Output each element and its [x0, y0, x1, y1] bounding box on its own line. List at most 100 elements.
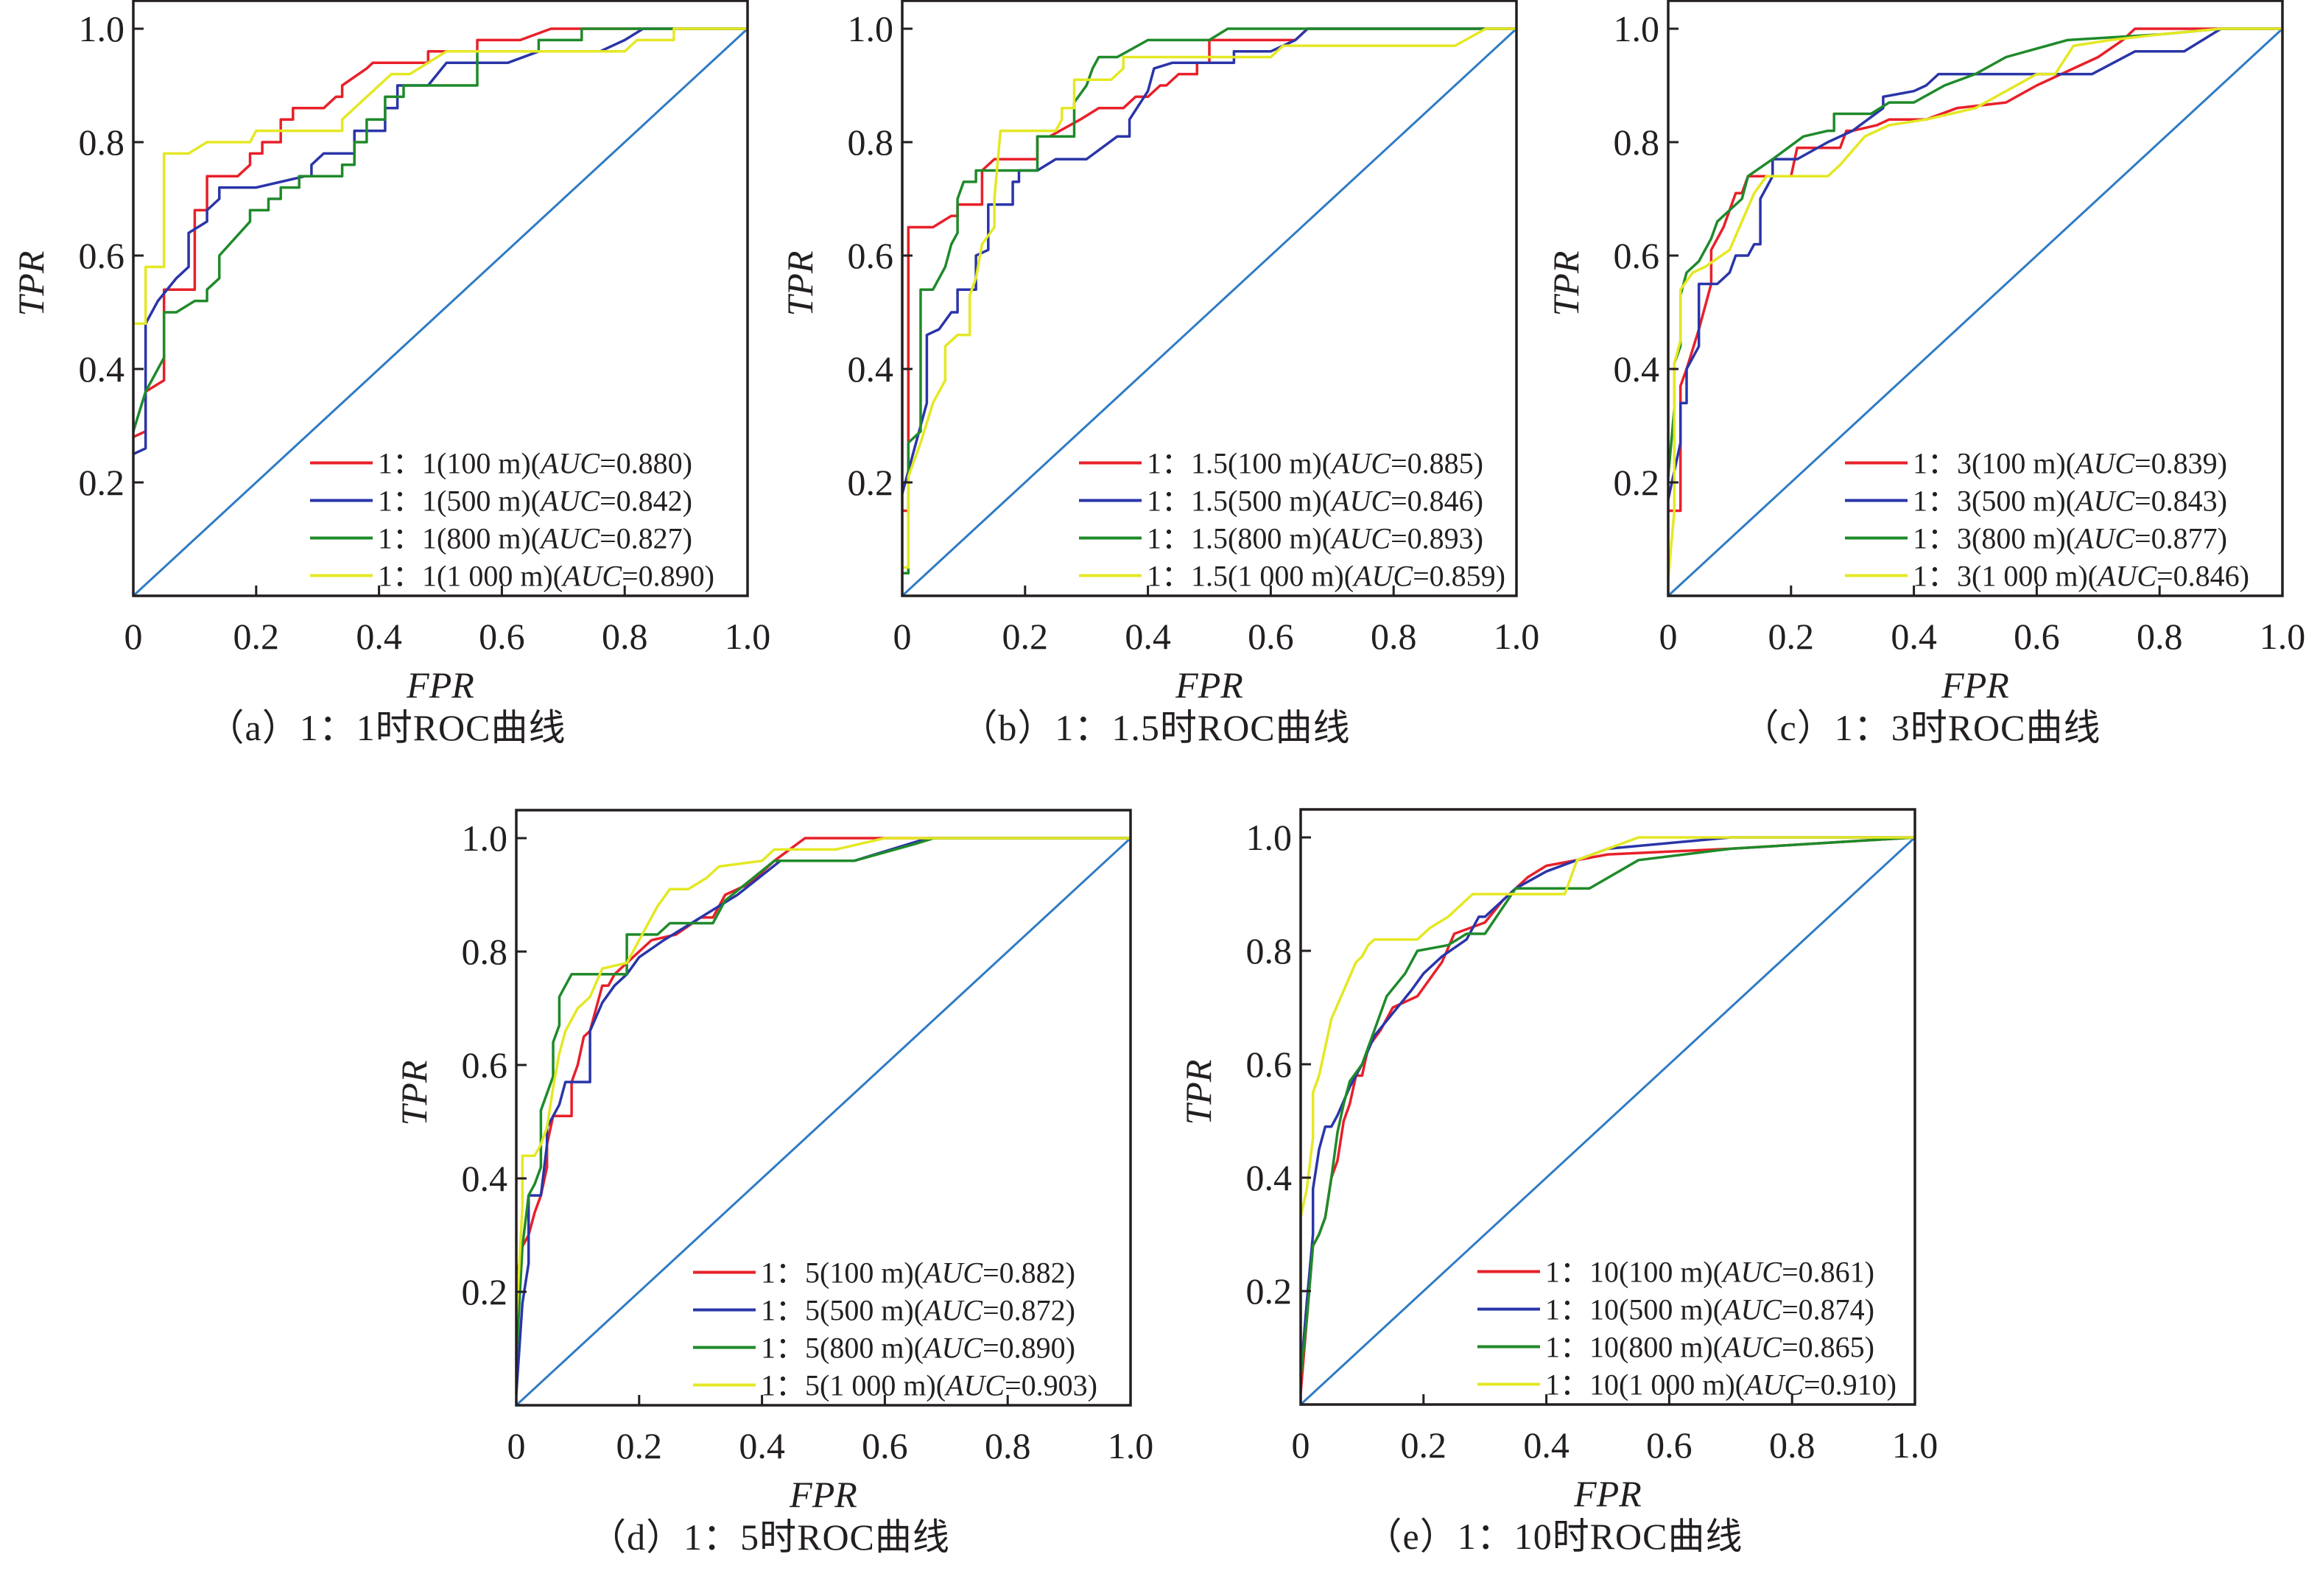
legend-label-500m: 1：1(500 m)(AUC=0.842)	[378, 485, 692, 518]
legend-label-800m: 1：3(800 m)(AUC=0.877)	[1913, 522, 2227, 555]
y-tick-label: 0.6	[1246, 1044, 1293, 1085]
x-tick-label: 0.6	[862, 1425, 908, 1466]
x-tick-label: 0.6	[1248, 616, 1294, 657]
y-tick-label: 0.8	[848, 122, 894, 163]
y-tick-label: 0.2	[1614, 462, 1660, 503]
panel-caption-e: （e）1：10时ROC曲线	[1365, 1516, 1743, 1557]
x-tick-label: 1.0	[2260, 616, 2306, 657]
roc-curve-1000m-d	[515, 837, 1131, 1321]
y-tick-label: 0.6	[848, 235, 894, 276]
y-tick-label: 0.2	[848, 462, 894, 503]
roc-curve-100m-d	[515, 837, 1131, 1281]
roc-curve-500m-e	[1299, 836, 1915, 1377]
legend: 1：1(100 m)(AUC=0.880) 1：1(500 m)(AUC=0.84…	[310, 447, 714, 593]
plot-frame	[901, 0, 1518, 597]
x-tick-label: 0.4	[1125, 616, 1171, 657]
x-tick-label: 0.8	[985, 1425, 1031, 1466]
roc-curve-800m-a	[132, 27, 748, 432]
roc-curve-500m-b	[901, 27, 1516, 494]
x-tick-label: 0	[1659, 616, 1678, 657]
legend: 1：1.5(100 m)(AUC=0.885) 1：1.5(500 m)(AUC=…	[1079, 447, 1505, 593]
roc-curve-800m-e	[1299, 836, 1916, 1377]
roc-panel-a: 0 0.2 0.4 0.6 0.8 1.0 0.2 0.4 0.6 0.8 1.0 FPR TPR 1：1…	[0, 0, 773, 787]
y-tick-label: 0.8	[462, 931, 508, 972]
roc-plot-e: 0 0.2 0.4 0.6 0.8 1.0 0.2 0.4 0.6 0.8 1.0 FPR TPR 1：1…	[1178, 808, 1938, 1514]
plot-frame	[1667, 0, 2284, 597]
x-tick-label: 0	[893, 616, 912, 657]
plot-frame	[132, 0, 749, 597]
legend-label-800m: 1：1(800 m)(AUC=0.827)	[378, 522, 692, 555]
panel-caption-b: （b）1：1.5时ROC曲线	[960, 707, 1351, 748]
x-tick-label: 1.0	[1892, 1424, 1938, 1466]
panel-caption-c: （c）1：3时ROC曲线	[1742, 707, 2101, 748]
legend-label-100m: 1：1(100 m)(AUC=0.880)	[378, 447, 692, 480]
y-tick-label: 0.6	[462, 1044, 508, 1086]
roc-curve-100m-a	[133, 27, 748, 438]
legend: 1：5(100 m)(AUC=0.882) 1：5(500 m)(AUC=0.87…	[693, 1256, 1097, 1402]
x-axis-label: FPR	[1573, 1473, 1642, 1514]
y-axis-label: TPR	[10, 251, 52, 317]
roc-panel-b: 0 0.2 0.4 0.6 0.8 1.0 0.2 0.4 0.6 0.8 1.0 FPR TPR 1：1…	[769, 0, 1542, 787]
y-tick-label: 0.4	[1614, 348, 1660, 390]
x-tick-label: 0.4	[356, 616, 402, 657]
roc-curve-1000m-e	[1299, 836, 1915, 1377]
roc-curve-1000m-b	[902, 27, 1516, 569]
legend-label-500m: 1：10(500 m)(AUC=0.874)	[1545, 1293, 1874, 1326]
roc-curve-800m-b	[902, 27, 1516, 574]
roc-curve-100m-b	[902, 27, 1516, 513]
legend-label-800m: 1：1.5(800 m)(AUC=0.893)	[1147, 522, 1483, 555]
x-tick-label: 0.2	[1401, 1424, 1447, 1466]
x-tick-label: 0	[507, 1425, 526, 1466]
legend-label-100m: 1：10(100 m)(AUC=0.861)	[1545, 1256, 1874, 1289]
roc-panel-d: 0 0.2 0.4 0.6 0.8 1.0 0.2 0.4 0.6 0.8 1.0 FPR TPR 1：5…	[383, 809, 1156, 1596]
x-tick-label: 0.8	[602, 616, 648, 657]
legend-label-500m: 1：5(500 m)(AUC=0.872)	[761, 1294, 1075, 1327]
x-tick-label: 0.2	[1002, 616, 1049, 657]
y-tick-label: 0.8	[79, 122, 125, 163]
x-tick-label: 0.6	[2014, 616, 2060, 657]
y-tick-label: 1.0	[462, 818, 508, 859]
roc-curve-1000m-c	[1667, 27, 2282, 580]
reference-diagonal-line	[1667, 27, 2284, 597]
y-tick-label: 0.2	[79, 462, 125, 503]
x-axis-label: FPR	[406, 664, 474, 706]
legend-label-800m: 1：5(800 m)(AUC=0.890)	[761, 1332, 1075, 1365]
x-tick-label: 0.2	[1768, 616, 1815, 657]
x-tick-label: 0.2	[616, 1425, 663, 1466]
legend-label-100m: 1：5(100 m)(AUC=0.882)	[761, 1256, 1075, 1290]
plot-frame	[1299, 808, 1916, 1406]
panel-caption-a: （a）1：1时ROC曲线	[207, 707, 566, 748]
legend-label-1000m: 1：3(1 000 m)(AUC=0.846)	[1913, 560, 2249, 593]
reference-diagonal-line	[901, 27, 1518, 597]
legend-label-500m: 1：1.5(500 m)(AUC=0.846)	[1147, 485, 1483, 518]
legend-label-800m: 1：10(800 m)(AUC=0.865)	[1545, 1331, 1874, 1364]
legend-label-100m: 1：3(100 m)(AUC=0.839)	[1913, 447, 2227, 480]
x-tick-label: 1.0	[1494, 616, 1540, 657]
x-tick-label: 0.4	[1523, 1424, 1569, 1466]
y-tick-label: 0.4	[79, 348, 125, 390]
x-tick-label: 0.8	[1371, 616, 1417, 657]
legend-label-1000m: 1：10(1 000 m)(AUC=0.910)	[1545, 1368, 1897, 1402]
plot-frame	[515, 809, 1132, 1407]
y-axis-label: TPR	[1178, 1060, 1219, 1125]
roc-curve-500m-c	[1667, 27, 2282, 500]
y-tick-label: 0.4	[1246, 1157, 1293, 1198]
x-tick-label: 0	[124, 616, 143, 657]
y-tick-label: 1.0	[1246, 817, 1293, 858]
y-tick-label: 0.2	[1246, 1270, 1293, 1312]
roc-plot-d: 0 0.2 0.4 0.6 0.8 1.0 0.2 0.4 0.6 0.8 1.0 FPR TPR 1：5…	[393, 809, 1153, 1515]
x-tick-label: 0.8	[1769, 1424, 1815, 1466]
roc-panel-c: 0 0.2 0.4 0.6 0.8 1.0 0.2 0.4 0.6 0.8 1.0 FPR TPR 1：3…	[1535, 0, 2308, 787]
x-tick-label: 0.8	[2137, 616, 2183, 657]
legend-label-500m: 1：3(500 m)(AUC=0.843)	[1913, 485, 2227, 518]
panel-caption-d: （d）1：5时ROC曲线	[589, 1516, 950, 1558]
roc-panel-e: 0 0.2 0.4 0.6 0.8 1.0 0.2 0.4 0.6 0.8 1.0 FPR TPR 1：1…	[1167, 808, 1941, 1595]
roc-curve-800m-c	[1667, 27, 2282, 477]
legend-label-1000m: 1：5(1 000 m)(AUC=0.903)	[761, 1369, 1097, 1402]
roc-curve-500m-a	[133, 27, 748, 456]
roc-curve-100m-c	[1668, 27, 2282, 513]
reference-diagonal-line	[132, 27, 749, 597]
legend-label-1000m: 1：1(1 000 m)(AUC=0.890)	[378, 560, 714, 593]
y-tick-label: 0.8	[1246, 930, 1293, 971]
y-tick-label: 0.2	[462, 1271, 508, 1312]
